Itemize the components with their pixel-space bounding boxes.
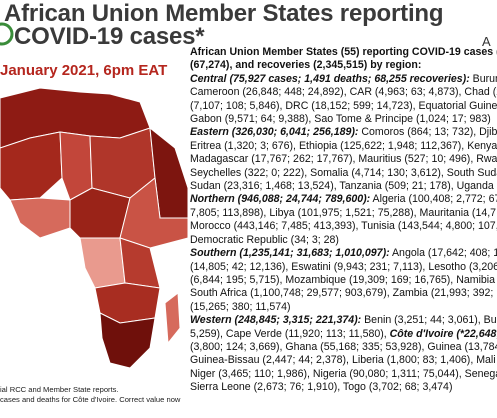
bold-segment: Eastern (326,030; 6,041; 256,189): bbox=[190, 126, 359, 139]
text-line: Central (75,927 cases; 1,491 deaths; 68,… bbox=[190, 73, 497, 86]
text-line: (67,274), and recoveries (2,345,515) by … bbox=[190, 59, 497, 72]
text-line: Seychelles (322; 0; 222), Somalia (4,714… bbox=[190, 167, 497, 180]
text-segment: Sierra Leone (2,673; 76; 1,910), Togo (3… bbox=[190, 381, 453, 394]
text-segment: Madagascar (17,767; 262; 17,767), Maurit… bbox=[190, 153, 497, 166]
text-line: Niger (3,465; 110; 1,986), Nigeria (90,0… bbox=[190, 368, 497, 381]
country bbox=[79, 237, 126, 289]
text-line: (15,265; 380; 11,574) bbox=[190, 301, 497, 314]
text-line: Eastern (326,030; 6,041; 256,189): Comor… bbox=[190, 126, 497, 139]
corner-text: A bbox=[482, 34, 491, 49]
bold-segment: Central (75,927 cases; 1,491 deaths; 68,… bbox=[190, 72, 470, 85]
text-line: Northern (946,088; 24,744; 789,600): Alg… bbox=[190, 193, 497, 206]
text-segment: Eritrea (1,320; 3; 676), Ethiopia (125,6… bbox=[190, 139, 497, 152]
text-line: (6,844; 195; 5,715), Mozambique (19,309;… bbox=[190, 274, 497, 287]
bold-segment: Western (248,845; 3,315; 221,374): bbox=[190, 314, 362, 327]
text-segment: South Africa (1,100,748; 29,577; 903,679… bbox=[190, 287, 497, 300]
text-segment: (14,805; 42; 12,136), Eswatini (9,943; 2… bbox=[190, 260, 497, 273]
text-line: 7,805; 113,898), Libya (101,975; 1,521; … bbox=[190, 207, 497, 220]
countries bbox=[0, 88, 188, 369]
footer-line: cases and deaths for Côte d'Ivoire. Corr… bbox=[0, 395, 181, 404]
logo-ring bbox=[0, 22, 14, 46]
text-line: African Union Member States (55) reporti… bbox=[190, 46, 497, 59]
text-segment: (7,107; 108; 5,846), DRC (18,152; 599; 1… bbox=[190, 99, 497, 112]
text-segment: Guinea-Bissau (2,447; 44; 2,378), Liberi… bbox=[190, 354, 496, 367]
footer: ial RCC and Member State reports. cases … bbox=[0, 385, 180, 405]
country bbox=[0, 131, 63, 201]
text-segment: Morocco (443,146; 7,485; 413,393), Tunis… bbox=[190, 220, 497, 233]
country bbox=[99, 312, 156, 369]
text-segment: Angola (17,642; 408; 1 bbox=[389, 247, 497, 260]
text-segment: Benin (3,251; 44; 3,061), Bur bbox=[361, 314, 497, 327]
text-line: Guinea-Bissau (2,447; 44; 2,378), Liberi… bbox=[190, 354, 497, 367]
text-line: Gabon (9,571; 64; 9,388), Sao Tome & Pri… bbox=[190, 113, 497, 126]
text-line: Cameroon (26,848; 448; 24,892), CAR (4,9… bbox=[190, 86, 497, 99]
country bbox=[59, 131, 93, 201]
bold-segment: African Union Member States (55) reporti… bbox=[190, 46, 497, 58]
bold-segment: Southern (1,235,141; 31,683; 1,010,097): bbox=[190, 247, 390, 260]
text-segment: (15,265; 380; 11,574) bbox=[190, 300, 291, 313]
text-line: Sierra Leone (2,673; 76; 1,910), Togo (3… bbox=[190, 381, 497, 394]
country bbox=[164, 292, 181, 345]
report-body: African Union Member States (55) reporti… bbox=[190, 46, 497, 395]
text-segment: 5,259), Cape Verde (11,920; 113; 11,580)… bbox=[190, 327, 390, 340]
text-segment: Comoros (864; 13; 732), Djibo bbox=[358, 126, 497, 139]
text-segment: Cameroon (26,848; 448; 24,892), CAR (4,9… bbox=[190, 86, 497, 99]
text-segment: Sudan (23,316; 1,468; 13,524), Tanzania … bbox=[190, 180, 497, 193]
text-line: (3,800; 124; 3,669), Ghana (55,168; 335;… bbox=[190, 341, 497, 354]
title-line: African Union Member States reporting bbox=[4, 0, 444, 27]
text-line: Eritrea (1,320; 3; 676), Ethiopia (125,6… bbox=[190, 140, 497, 153]
text-segment: Niger (3,465; 110; 1,986), Nigeria (90,0… bbox=[190, 367, 497, 380]
text-line: Morocco (443,146; 7,485; 413,393), Tunis… bbox=[190, 220, 497, 233]
text-line: Southern (1,235,141; 31,683; 1,010,097):… bbox=[190, 247, 497, 260]
text-segment: Algeria (100,408; 2,772; 67 bbox=[370, 193, 497, 206]
text-segment: 7,805; 113,898), Libya (101,975; 1,521; … bbox=[190, 206, 497, 219]
bold-segment: Côte d'Ivoire (*22,648; bbox=[389, 327, 497, 340]
bold-segment: Northern (946,088; 24,744; 789,600): bbox=[190, 193, 371, 206]
text-segment: (3,800; 124; 3,669), Ghana (55,168; 335;… bbox=[190, 340, 497, 353]
country bbox=[69, 187, 131, 239]
footer-line: ial RCC and Member State reports. bbox=[0, 385, 119, 394]
text-line: Western (248,845; 3,315; 221,374): Benin… bbox=[190, 314, 497, 327]
text-line: South Africa (1,100,748; 29,577; 903,679… bbox=[190, 287, 497, 300]
text-segment: Burund bbox=[472, 72, 497, 85]
text-line: Democratic Republic (34; 3; 28) bbox=[190, 234, 497, 247]
text-line: 5,259), Cape Verde (11,920; 113; 11,580)… bbox=[190, 328, 497, 341]
country bbox=[9, 197, 71, 239]
bold-segment: (67,274), and recoveries (2,345,515) by … bbox=[190, 59, 422, 72]
date: January 2021, 6pm EAT bbox=[0, 62, 168, 79]
text-segment: Gabon (9,571; 64; 9,388), Sao Tome & Pri… bbox=[190, 113, 491, 126]
text-segment: Seychelles (322; 0; 222), Somalia (4,714… bbox=[190, 166, 497, 179]
text-line: Madagascar (17,767; 262; 17,767), Maurit… bbox=[190, 153, 497, 166]
text-line: (14,805; 42; 12,136), Eswatini (9,943; 2… bbox=[190, 261, 497, 274]
africa-map bbox=[0, 88, 188, 369]
title-line: COVID-19 cases* bbox=[14, 23, 205, 50]
text-segment: (6,844; 195; 5,715), Mozambique (19,309;… bbox=[190, 273, 496, 286]
text-segment: Democratic Republic (34; 3; 28) bbox=[190, 233, 339, 246]
text-line: Sudan (23,316; 1,468; 13,524), Tanzania … bbox=[190, 180, 497, 193]
logo-icon bbox=[0, 22, 14, 46]
text-line: (7,107; 108; 5,846), DRC (18,152; 599; 1… bbox=[190, 100, 497, 113]
